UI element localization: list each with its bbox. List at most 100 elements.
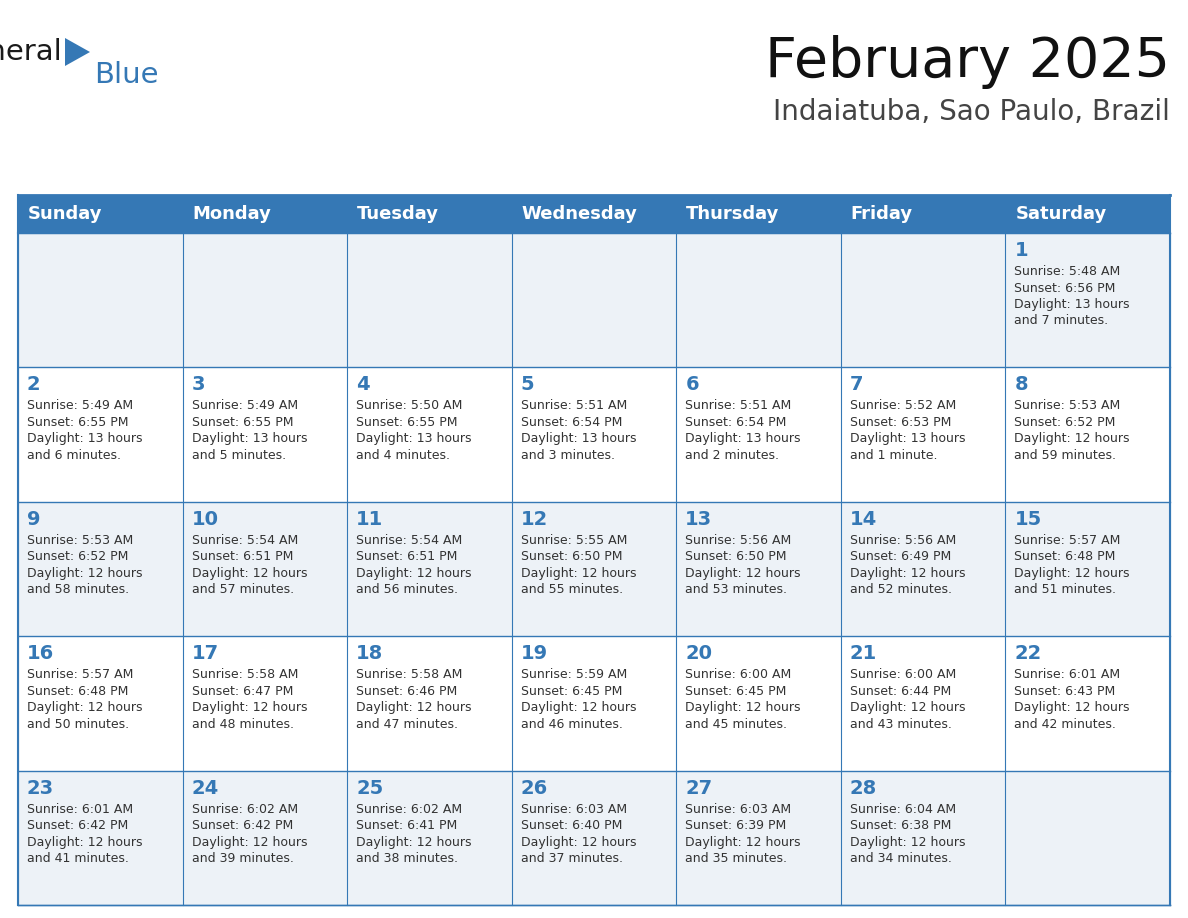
Text: Sunset: 6:45 PM: Sunset: 6:45 PM <box>520 685 623 698</box>
Bar <box>1005 770 1170 905</box>
Text: 6: 6 <box>685 375 699 395</box>
Text: 1: 1 <box>1015 241 1028 260</box>
Text: Sunrise: 5:51 AM: Sunrise: 5:51 AM <box>520 399 627 412</box>
Text: and 1 minute.: and 1 minute. <box>849 449 937 462</box>
Text: Sunrise: 5:51 AM: Sunrise: 5:51 AM <box>685 399 791 412</box>
Bar <box>347 367 512 502</box>
Text: Sunrise: 5:58 AM: Sunrise: 5:58 AM <box>191 668 298 681</box>
Text: Daylight: 12 hours: Daylight: 12 hours <box>849 566 966 580</box>
Text: and 37 minutes.: and 37 minutes. <box>520 852 623 865</box>
Text: 28: 28 <box>849 778 877 798</box>
Text: Sunrise: 5:52 AM: Sunrise: 5:52 AM <box>849 399 956 412</box>
Text: 8: 8 <box>1015 375 1028 395</box>
Bar <box>183 233 347 367</box>
Text: 21: 21 <box>849 644 877 663</box>
Text: and 43 minutes.: and 43 minutes. <box>849 718 952 731</box>
Text: and 46 minutes.: and 46 minutes. <box>520 718 623 731</box>
Bar <box>347 770 512 905</box>
Text: 5: 5 <box>520 375 535 395</box>
Text: 16: 16 <box>27 644 55 663</box>
Text: Daylight: 13 hours: Daylight: 13 hours <box>1015 298 1130 311</box>
Text: Sunset: 6:52 PM: Sunset: 6:52 PM <box>27 550 128 564</box>
Text: Daylight: 12 hours: Daylight: 12 hours <box>849 701 966 714</box>
Bar <box>183 636 347 770</box>
Text: 23: 23 <box>27 778 55 798</box>
Text: Daylight: 12 hours: Daylight: 12 hours <box>27 835 143 848</box>
Text: Daylight: 12 hours: Daylight: 12 hours <box>356 566 472 580</box>
Text: Sunset: 6:48 PM: Sunset: 6:48 PM <box>27 685 128 698</box>
Text: and 6 minutes.: and 6 minutes. <box>27 449 121 462</box>
Text: Friday: Friday <box>851 205 914 223</box>
Text: Sunrise: 6:02 AM: Sunrise: 6:02 AM <box>356 802 462 815</box>
Text: Sunrise: 6:02 AM: Sunrise: 6:02 AM <box>191 802 298 815</box>
Text: Sunrise: 6:00 AM: Sunrise: 6:00 AM <box>685 668 791 681</box>
Text: Daylight: 12 hours: Daylight: 12 hours <box>27 566 143 580</box>
Text: Daylight: 13 hours: Daylight: 13 hours <box>685 432 801 445</box>
Text: 14: 14 <box>849 509 877 529</box>
Bar <box>347 233 512 367</box>
Text: and 7 minutes.: and 7 minutes. <box>1015 315 1108 328</box>
Text: Sunset: 6:41 PM: Sunset: 6:41 PM <box>356 819 457 832</box>
Text: Daylight: 12 hours: Daylight: 12 hours <box>685 566 801 580</box>
Bar <box>512 233 676 367</box>
Text: Sunrise: 6:00 AM: Sunrise: 6:00 AM <box>849 668 956 681</box>
Text: Blue: Blue <box>94 61 158 89</box>
Text: Monday: Monday <box>192 205 271 223</box>
Text: Sunset: 6:40 PM: Sunset: 6:40 PM <box>520 819 623 832</box>
Text: Sunset: 6:51 PM: Sunset: 6:51 PM <box>191 550 293 564</box>
Text: Sunset: 6:50 PM: Sunset: 6:50 PM <box>685 550 786 564</box>
Text: Daylight: 12 hours: Daylight: 12 hours <box>1015 701 1130 714</box>
Text: 4: 4 <box>356 375 369 395</box>
Bar <box>1005 233 1170 367</box>
Text: Saturday: Saturday <box>1016 205 1107 223</box>
Text: General: General <box>0 38 62 66</box>
Text: and 41 minutes.: and 41 minutes. <box>27 852 128 865</box>
Text: Sunrise: 5:57 AM: Sunrise: 5:57 AM <box>1015 533 1120 547</box>
Bar <box>18 502 183 636</box>
Bar <box>841 636 1005 770</box>
Text: Daylight: 12 hours: Daylight: 12 hours <box>191 701 307 714</box>
Text: and 56 minutes.: and 56 minutes. <box>356 583 459 597</box>
Text: Sunrise: 5:58 AM: Sunrise: 5:58 AM <box>356 668 462 681</box>
Text: Daylight: 13 hours: Daylight: 13 hours <box>520 432 637 445</box>
Text: Sunrise: 5:53 AM: Sunrise: 5:53 AM <box>27 533 133 547</box>
Text: Daylight: 12 hours: Daylight: 12 hours <box>191 835 307 848</box>
Text: and 45 minutes.: and 45 minutes. <box>685 718 788 731</box>
Bar <box>512 502 676 636</box>
Text: and 57 minutes.: and 57 minutes. <box>191 583 293 597</box>
Text: and 50 minutes.: and 50 minutes. <box>27 718 129 731</box>
Text: Daylight: 12 hours: Daylight: 12 hours <box>1015 432 1130 445</box>
Bar <box>347 636 512 770</box>
Text: Sunrise: 5:54 AM: Sunrise: 5:54 AM <box>356 533 462 547</box>
Bar <box>183 367 347 502</box>
Text: Sunrise: 5:56 AM: Sunrise: 5:56 AM <box>685 533 791 547</box>
Text: Daylight: 12 hours: Daylight: 12 hours <box>191 566 307 580</box>
Text: 17: 17 <box>191 644 219 663</box>
Text: 13: 13 <box>685 509 713 529</box>
Bar <box>1005 367 1170 502</box>
Text: Sunrise: 5:56 AM: Sunrise: 5:56 AM <box>849 533 956 547</box>
Text: Sunset: 6:51 PM: Sunset: 6:51 PM <box>356 550 457 564</box>
Text: Sunday: Sunday <box>29 205 102 223</box>
Text: Sunrise: 5:48 AM: Sunrise: 5:48 AM <box>1015 265 1120 278</box>
Text: Sunrise: 5:54 AM: Sunrise: 5:54 AM <box>191 533 298 547</box>
Text: Sunset: 6:47 PM: Sunset: 6:47 PM <box>191 685 293 698</box>
Text: and 59 minutes.: and 59 minutes. <box>1015 449 1117 462</box>
Text: Thursday: Thursday <box>687 205 779 223</box>
Text: Wednesday: Wednesday <box>522 205 638 223</box>
Text: 15: 15 <box>1015 509 1042 529</box>
Text: Daylight: 13 hours: Daylight: 13 hours <box>191 432 307 445</box>
Text: and 58 minutes.: and 58 minutes. <box>27 583 129 597</box>
Text: and 4 minutes.: and 4 minutes. <box>356 449 450 462</box>
Text: 2: 2 <box>27 375 40 395</box>
Text: and 34 minutes.: and 34 minutes. <box>849 852 952 865</box>
Text: and 35 minutes.: and 35 minutes. <box>685 852 788 865</box>
Bar <box>18 770 183 905</box>
Bar <box>1005 636 1170 770</box>
Text: 24: 24 <box>191 778 219 798</box>
Text: Sunset: 6:44 PM: Sunset: 6:44 PM <box>849 685 952 698</box>
Text: and 38 minutes.: and 38 minutes. <box>356 852 459 865</box>
Bar <box>841 233 1005 367</box>
Text: and 42 minutes.: and 42 minutes. <box>1015 718 1117 731</box>
Text: 19: 19 <box>520 644 548 663</box>
